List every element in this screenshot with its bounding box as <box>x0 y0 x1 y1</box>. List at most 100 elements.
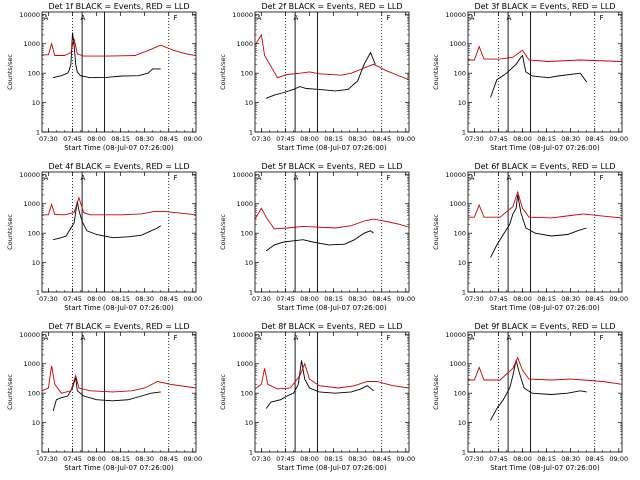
attenuator-label: F <box>600 334 604 342</box>
y-tick-label: 100 <box>241 70 253 78</box>
y-tick-label: 10 <box>245 99 253 107</box>
y-tick-label: 100 <box>454 70 466 78</box>
x-tick-label: 09:00 <box>609 135 628 143</box>
panel-det8: Det 8f BLACK = Events, RED = LLD 1 10 100 10… <box>213 320 426 480</box>
chart-det3: Det 3f BLACK = Events, RED = LLD 1 10 100 10… <box>432 2 628 152</box>
y-tick-label: 1000 <box>236 360 253 368</box>
chart-title: Det 1f BLACK = Events, RED = LLD <box>48 2 189 11</box>
y-axis-label: Counts/sec <box>432 214 440 250</box>
x-tick-label: 07:30 <box>465 295 484 303</box>
plot-frame <box>254 331 410 453</box>
y-tick-label: 1 <box>462 449 466 457</box>
attenuator-label: A <box>44 174 49 182</box>
y-tick-label: 100 <box>454 230 466 238</box>
x-tick-label: 07:45 <box>489 295 508 303</box>
x-tick-label: 08:45 <box>372 295 391 303</box>
chart-det7: Det 7f BLACK = Events, RED = LLD 1 10 100 10… <box>6 322 202 472</box>
x-tick-label: 09:00 <box>183 295 202 303</box>
x-tick-label: 08:30 <box>561 455 580 463</box>
plot-frame <box>254 11 410 133</box>
attenuator-label: A <box>470 334 475 342</box>
chart-det8: Det 8f BLACK = Events, RED = LLD 1 10 100 10… <box>219 322 415 472</box>
x-tick-label: 09:00 <box>396 295 415 303</box>
plot-frame <box>467 171 623 293</box>
x-tick-label: 09:00 <box>183 455 202 463</box>
y-axis-label: Counts/sec <box>219 374 227 410</box>
y-tick-label: 10000 <box>232 331 253 339</box>
plot-frame <box>254 171 410 293</box>
x-tick-label: 08:45 <box>372 455 391 463</box>
x-tick-label: 08:00 <box>300 455 319 463</box>
chart-det4: Det 4f BLACK = Events, RED = LLD 1 10 100 10… <box>6 162 202 312</box>
x-tick-label: 08:00 <box>87 295 106 303</box>
x-tick-label: 09:00 <box>396 455 415 463</box>
x-tick-label: 09:00 <box>609 455 628 463</box>
x-tick-label: 08:30 <box>561 135 580 143</box>
x-tick-label: 08:15 <box>537 295 556 303</box>
attenuator-label: A <box>81 334 86 342</box>
y-axis-label: Counts/sec <box>6 374 14 410</box>
x-tick-label: 09:00 <box>396 135 415 143</box>
attenuator-label: A <box>470 14 475 22</box>
lld-series-line <box>468 356 623 385</box>
lld-series-line <box>468 45 623 62</box>
y-axis-label: Counts/sec <box>432 54 440 90</box>
x-tick-label: 07:45 <box>63 135 82 143</box>
events-series-line <box>265 230 374 252</box>
chart-title: Det 7f BLACK = Events, RED = LLD <box>48 322 189 331</box>
x-axis-label: Start Time (08-Jul-07 07:26:00) <box>490 144 600 152</box>
y-tick-label: 1000 <box>23 200 40 208</box>
y-tick-label: 10000 <box>19 11 40 19</box>
panel-det6: Det 6f BLACK = Events, RED = LLD 1 10 100 10… <box>426 160 639 320</box>
x-tick-label: 08:45 <box>585 135 604 143</box>
x-tick-label: 08:30 <box>348 455 367 463</box>
x-tick-label: 07:45 <box>489 135 508 143</box>
attenuator-label: F <box>174 14 178 22</box>
x-tick-label: 07:45 <box>276 295 295 303</box>
x-tick-label: 08:30 <box>135 135 154 143</box>
y-tick-label: 10000 <box>19 331 40 339</box>
events-series-line <box>53 32 161 79</box>
events-series-line <box>52 377 161 412</box>
chart-title: Det 5f BLACK = Events, RED = LLD <box>261 162 402 171</box>
y-tick-label: 10 <box>32 419 40 427</box>
x-tick-label: 08:00 <box>300 295 319 303</box>
events-series-line <box>490 360 587 421</box>
panel-det5: Det 5f BLACK = Events, RED = LLD 1 10 100 10… <box>213 160 426 320</box>
attenuator-label: A <box>81 174 86 182</box>
x-tick-label: 08:15 <box>324 455 343 463</box>
x-tick-label: 08:00 <box>513 455 532 463</box>
x-axis-label: Start Time (08-Jul-07 07:26:00) <box>277 144 387 152</box>
y-tick-label: 10 <box>32 99 40 107</box>
attenuator-label: F <box>174 174 178 182</box>
chart-title: Det 2f BLACK = Events, RED = LLD <box>261 2 402 11</box>
x-axis-label: Start Time (08-Jul-07 07:26:00) <box>490 464 600 472</box>
y-tick-label: 1 <box>249 129 253 137</box>
chart-title: Det 6f BLACK = Events, RED = LLD <box>474 162 615 171</box>
x-tick-label: 08:15 <box>111 295 130 303</box>
y-tick-label: 100 <box>241 390 253 398</box>
attenuator-label: F <box>387 174 391 182</box>
x-tick-label: 08:30 <box>561 295 580 303</box>
y-tick-label: 100 <box>454 390 466 398</box>
y-tick-label: 10 <box>245 259 253 267</box>
chart-det5: Det 5f BLACK = Events, RED = LLD 1 10 100 10… <box>219 162 415 312</box>
panel-det3: Det 3f BLACK = Events, RED = LLD 1 10 100 10… <box>426 0 639 160</box>
x-tick-label: 08:00 <box>87 135 106 143</box>
x-tick-label: 08:30 <box>348 295 367 303</box>
y-tick-label: 1 <box>249 289 253 297</box>
x-tick-label: 07:30 <box>252 455 271 463</box>
x-axis-label: Start Time (08-Jul-07 07:26:00) <box>277 464 387 472</box>
lld-series-line <box>41 365 197 394</box>
lld-series-line <box>468 190 623 219</box>
attenuator-label: A <box>81 14 86 22</box>
y-tick-label: 10000 <box>445 331 466 339</box>
y-tick-label: 1000 <box>236 40 253 48</box>
y-tick-label: 1000 <box>449 360 466 368</box>
attenuator-label: F <box>387 334 391 342</box>
plot-frame <box>41 171 197 293</box>
attenuator-label: A <box>294 334 299 342</box>
attenuator-label: A <box>294 174 299 182</box>
y-tick-label: 1000 <box>449 40 466 48</box>
